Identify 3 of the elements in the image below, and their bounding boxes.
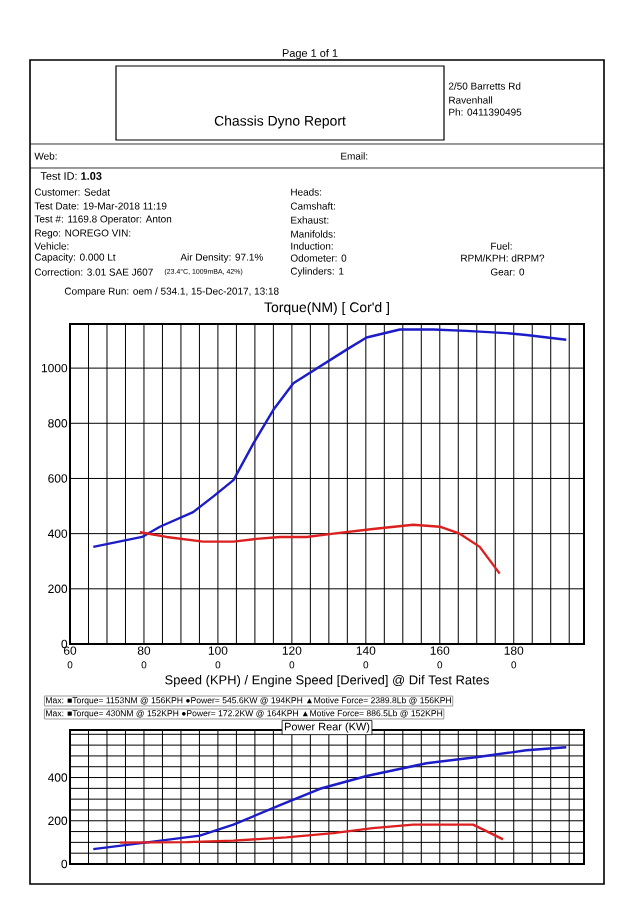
line-series: [138, 523, 501, 575]
line-series: [118, 823, 505, 844]
line-series: [92, 746, 568, 851]
